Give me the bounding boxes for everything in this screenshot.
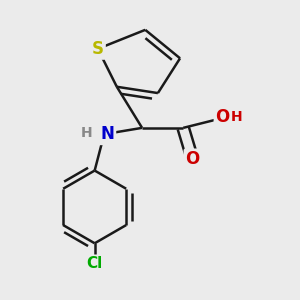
Text: H: H	[81, 126, 93, 140]
Text: Cl: Cl	[86, 256, 103, 271]
Text: S: S	[92, 40, 104, 58]
Text: O: O	[186, 151, 200, 169]
Text: N: N	[100, 125, 114, 143]
Text: O: O	[216, 108, 230, 126]
Text: H: H	[230, 110, 242, 124]
